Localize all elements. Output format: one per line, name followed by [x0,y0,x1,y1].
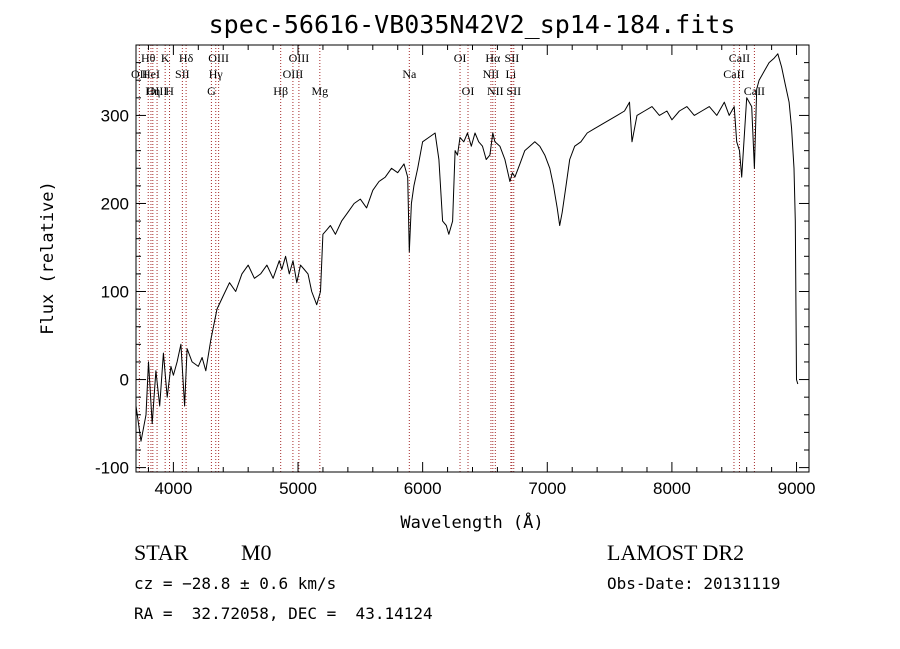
marker-label: SII [506,84,521,98]
marker-label: NII [487,84,504,98]
marker-label: Hη [145,84,160,98]
marker-label: SII [175,67,190,81]
marker-label: Li [506,67,517,81]
marker-label: CaII [744,84,765,98]
marker-label: OIII [208,51,229,65]
object-class: STAR [134,540,189,565]
marker-label: Hα [485,51,501,65]
marker-label: CaII [723,67,744,81]
x-tick-label: 5000 [279,479,317,498]
axis-tick-labels: 4000 5000 6000 7000 8000 9000 -100 0 100 200 300 [95,106,815,498]
marker-label: H [165,84,174,98]
y-tick-label: 100 [101,283,129,302]
chart-title: spec-56616-VB035N42V2_sp14-184.fits [209,10,736,39]
marker-label: G [207,84,216,98]
marker-label: OIII [283,67,304,81]
y-tick-label: 300 [101,106,129,125]
marker-label: Hγ [209,67,224,81]
marker-label: NII [483,67,500,81]
marker-label: Hδ [179,51,194,65]
redshift-cz: cz = −28.8 ± 0.6 km/s [134,574,337,593]
marker-label: Mg [311,84,328,98]
marker-label: SII [505,51,520,65]
marker-label: Na [402,67,417,81]
marker-label: Hβ [273,84,288,98]
axis-ticks [136,45,809,472]
marker-label: OIII [147,84,168,98]
x-tick-label: 8000 [653,479,691,498]
marker-label: CaII [729,51,750,65]
survey-name: LAMOST DR2 [607,540,745,565]
marker-label: K [161,51,170,65]
marker-label: OIII [289,51,310,65]
spectrum-line [135,53,799,442]
object-subclass: M0 [241,540,272,565]
x-tick-label: 6000 [404,479,442,498]
plot-frame [135,44,810,473]
observation-date: Obs-Date: 20131119 [607,574,781,593]
x-tick-label: 4000 [154,479,192,498]
spectral-line-markers [138,45,755,472]
marker-label: OI [462,84,475,98]
y-tick-label: -100 [95,459,129,478]
spectrum-series [135,53,799,442]
marker-label: Hθ [141,51,156,65]
marker-label: OII [131,67,148,81]
y-tick-label: 200 [101,194,129,213]
x-tick-label: 7000 [528,479,566,498]
marker-label: OI [454,51,467,65]
y-axis-label: Flux (relative) [38,181,58,335]
coordinates: RA = 32.72058, DEC = 43.14124 [134,604,433,623]
x-axis-label: Wavelength (Å) [400,511,543,533]
y-tick-label: 0 [120,371,129,390]
x-tick-label: 9000 [778,479,816,498]
marker-label: HeI [142,67,160,81]
